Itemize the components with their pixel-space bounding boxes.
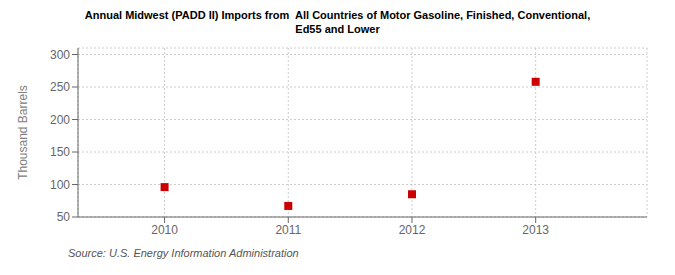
svg-text:250: 250 bbox=[50, 80, 70, 94]
svg-text:Thousand Barrels: Thousand Barrels bbox=[16, 85, 30, 180]
svg-text:50: 50 bbox=[57, 210, 71, 224]
svg-text:200: 200 bbox=[50, 113, 70, 127]
html-text:Source: U.S. Energy Informatio: Source: U.S. Energy Information Administ… bbox=[68, 247, 299, 259]
svg-text:2012: 2012 bbox=[399, 223, 426, 237]
svg-text:150: 150 bbox=[50, 145, 70, 159]
svg-text:2013: 2013 bbox=[522, 223, 549, 237]
svg-text:2010: 2010 bbox=[151, 223, 178, 237]
html-text:Annual Midwest (PADD II) Impor: Annual Midwest (PADD II) Imports from Al… bbox=[84, 9, 591, 21]
svg-text:2011: 2011 bbox=[275, 223, 301, 237]
svg-text:100: 100 bbox=[50, 178, 70, 192]
html-text:Ed55 and Lower: Ed55 and Lower bbox=[295, 23, 380, 35]
svg-text:300: 300 bbox=[50, 48, 70, 62]
